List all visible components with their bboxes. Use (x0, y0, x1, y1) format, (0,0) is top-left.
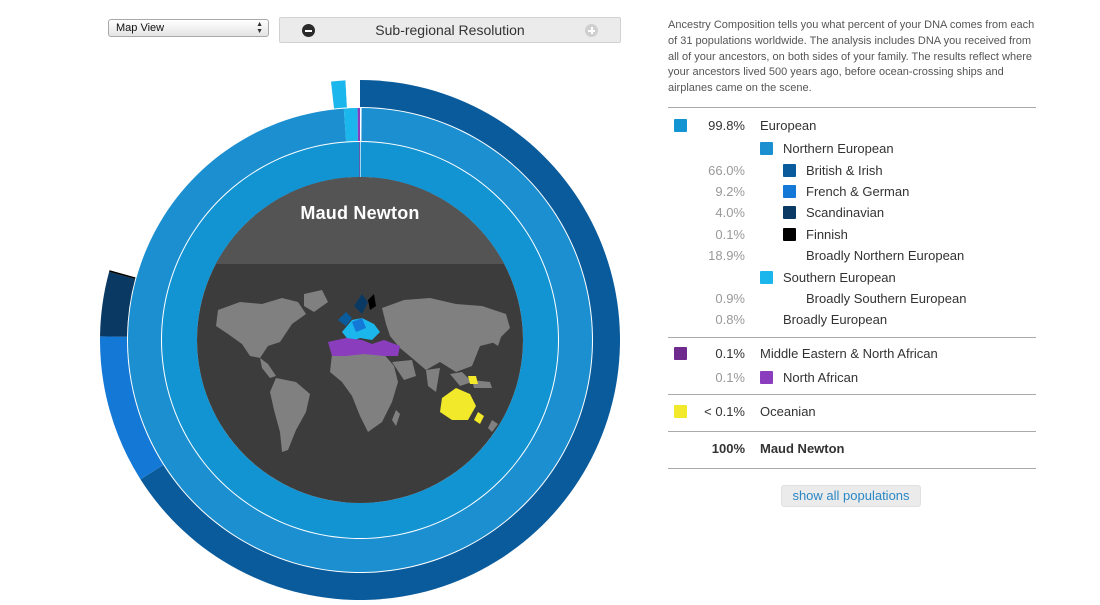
southern-european-swatch (760, 271, 773, 284)
decrease-resolution-button[interactable] (302, 24, 315, 37)
legend-row-northern-european[interactable]: Northern European (668, 139, 1036, 159)
british-irish-pct: 66.0% (708, 163, 745, 178)
select-arrows-icon: ▲ ▼ (256, 21, 263, 35)
broadly-northern-european-name: Broadly Northern European (806, 248, 965, 263)
french-german-name: French & German (806, 184, 910, 199)
broadly-southern-european-pct: 0.9% (715, 291, 745, 306)
legend-divider (668, 431, 1036, 432)
european-pct: 99.8% (708, 118, 745, 133)
oceania-region (440, 376, 484, 424)
north-african-name: North African (783, 370, 859, 385)
legend-row-broadly-southern-european[interactable]: 0.9% Broadly Southern European (668, 289, 1036, 309)
scandinavian-pct: 4.0% (715, 205, 745, 220)
broadly-european-pct: 0.8% (715, 312, 745, 327)
broadly-southern-european-name: Broadly Southern European (806, 291, 967, 306)
legend-row-british-irish[interactable]: 66.0% British & Irish (668, 161, 1036, 181)
person-name: Maud Newton (300, 203, 420, 223)
ring-french-german[interactable] (100, 336, 164, 480)
oceanian-pct: < 0.1% (704, 404, 745, 419)
ring-southern-european[interactable] (343, 108, 358, 142)
middle-eastern-swatch (674, 347, 687, 360)
middle-eastern-pct: 0.1% (715, 346, 745, 361)
legend-row-north-african[interactable]: 0.1% North African (668, 368, 1036, 388)
scandinavian-swatch (783, 206, 796, 219)
northern-european-swatch (760, 142, 773, 155)
legend-row-scandinavian[interactable]: 4.0% Scandinavian (668, 203, 1036, 223)
resolution-label: Sub-regional Resolution (375, 22, 525, 38)
middle-eastern-name: Middle Eastern & North African (760, 346, 938, 361)
europe-region (338, 294, 380, 342)
show-all-populations-button[interactable]: show all populations (781, 485, 921, 507)
french-german-pct: 9.2% (715, 184, 745, 199)
ancestry-ring-chart (100, 80, 620, 600)
oceanian-name: Oceanian (760, 404, 816, 419)
finnish-name: Finnish (806, 227, 848, 242)
north-african-pct: 0.1% (715, 370, 745, 385)
legend-row-finnish[interactable]: 0.1% Finnish (668, 225, 1036, 245)
legend-row-broadly-northern-european[interactable]: 18.9% Broadly Northern European (668, 246, 1036, 266)
legend-row-oceanian[interactable]: < 0.1% Oceanian (668, 402, 1036, 422)
british-irish-swatch (783, 164, 796, 177)
legend-row-southern-european[interactable]: Southern European (668, 268, 1036, 288)
ring-broadly-northern-european[interactable] (109, 81, 335, 278)
finnish-pct: 0.1% (715, 227, 745, 242)
increase-resolution-button[interactable] (585, 24, 598, 37)
ring-north-african[interactable] (357, 108, 360, 142)
ring-finnish[interactable] (109, 270, 136, 279)
legend-divider (668, 468, 1036, 469)
map-view-select[interactable]: Map View ▲ ▼ (108, 19, 269, 37)
southern-european-name: Southern European (783, 270, 896, 285)
ring-broadly-european[interactable] (345, 80, 359, 108)
legend-row-european[interactable]: 99.8% European (668, 116, 1036, 136)
ring-middle-eastern[interactable] (359, 142, 360, 178)
world-map (216, 290, 510, 452)
northern-european-name: Northern European (783, 141, 894, 156)
legend-row-total: 100% Maud Newton (668, 439, 1036, 459)
legend-divider (668, 107, 1036, 108)
map-view-select-value: Map View (116, 22, 165, 34)
oceanian-swatch (674, 405, 687, 418)
legend-divider (668, 337, 1036, 338)
legend-row-middle-eastern-north-african[interactable]: 0.1% Middle Eastern & North African (668, 344, 1036, 364)
ring-scandinavian[interactable] (100, 271, 136, 337)
broadly-european-name: Broadly European (783, 312, 888, 327)
intro-text: Ancestry Composition tells you what perc… (668, 19, 1035, 95)
total-name: Maud Newton (760, 441, 845, 456)
scandinavian-name: Scandinavian (806, 205, 885, 220)
ring-broadly-southern-european[interactable] (331, 80, 347, 109)
french-german-swatch (783, 185, 796, 198)
legend-row-french-german[interactable]: 9.2% French & German (668, 182, 1036, 202)
finnish-swatch (783, 228, 796, 241)
north-african-swatch (760, 371, 773, 384)
broadly-northern-european-pct: 18.9% (708, 248, 745, 263)
resolution-control: Sub-regional Resolution (279, 17, 621, 43)
legend-row-broadly-european[interactable]: 0.8% Broadly European (668, 310, 1036, 330)
total-pct: 100% (711, 441, 745, 456)
north-africa-region (328, 338, 400, 356)
legend-divider (668, 394, 1036, 395)
european-swatch (674, 119, 687, 132)
european-name: European (760, 118, 817, 133)
british-irish-name: British & Irish (806, 163, 883, 178)
